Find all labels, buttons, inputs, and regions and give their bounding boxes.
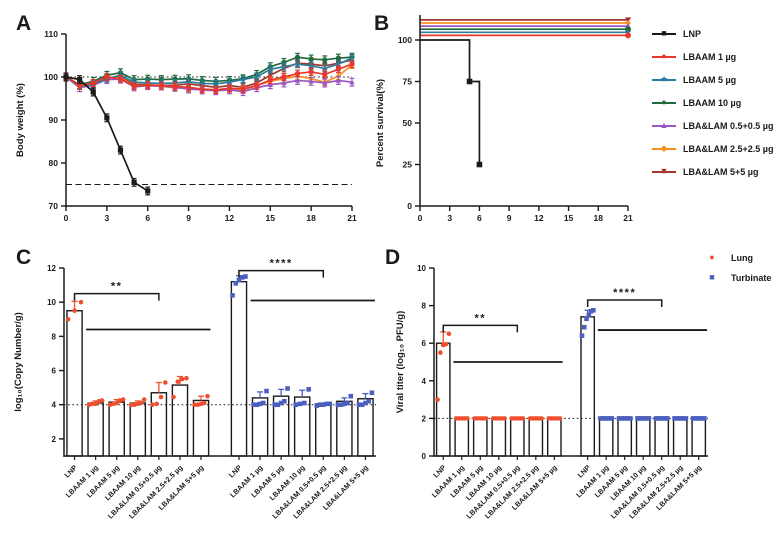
svg-text:100: 100: [44, 72, 58, 82]
svg-text:6: 6: [145, 213, 150, 223]
svg-text:70: 70: [49, 201, 59, 211]
svg-text:90: 90: [49, 115, 59, 125]
svg-text:0: 0: [407, 201, 412, 211]
svg-text:LNP: LNP: [227, 463, 244, 480]
svg-text:Percent survival(%): Percent survival(%): [375, 79, 386, 167]
survival-legend: ■ LNP ● LBAAM 1 µg ★ LBAAM 5 µg ● LBAAM …: [652, 28, 773, 189]
svg-text:log₁₀(Copy Number/g): log₁₀(Copy Number/g): [13, 312, 24, 412]
svg-text:8: 8: [422, 302, 427, 311]
svg-text:9: 9: [507, 213, 512, 223]
panel-d-label: D: [385, 246, 401, 269]
lnp-marker-icon: ■: [652, 28, 676, 39]
legend-item-lbalam-25: ◆ LBA&LAM 2.5+2.5 µg: [652, 143, 773, 154]
legend-item-lbaam-5: ★ LBAAM 5 µg: [652, 74, 773, 85]
legend-item-lnp: ■ LNP: [652, 28, 773, 39]
legend-item-turbinate: ■ Turbinate: [700, 272, 771, 283]
svg-text:21: 21: [347, 213, 357, 223]
svg-text:0: 0: [418, 213, 423, 223]
legend-label: LBAAM 10 µg: [683, 97, 742, 108]
svg-text:6: 6: [52, 367, 57, 376]
svg-text:15: 15: [266, 213, 276, 223]
panel-a-label: A: [16, 12, 32, 35]
svg-text:21: 21: [623, 213, 633, 223]
svg-text:12: 12: [534, 213, 544, 223]
lbaam-5-marker-icon: ★: [652, 74, 676, 85]
svg-text:100: 100: [398, 35, 412, 45]
svg-text:Body weight (%): Body weight (%): [15, 83, 26, 157]
lung-marker-icon: ●: [709, 252, 715, 262]
legend-item-lbalam-05: ▲ LBA&LAM 0.5+0.5 µg: [652, 120, 773, 131]
legend-label: Turbinate: [731, 272, 772, 283]
panel-c-label: C: [16, 246, 32, 269]
svg-text:4: 4: [422, 377, 427, 386]
svg-text:8: 8: [52, 332, 57, 341]
lbaam-10-marker-icon: ●: [652, 97, 676, 108]
panel-b-label: B: [374, 12, 390, 35]
svg-text:10: 10: [417, 264, 426, 273]
legend-label: LBA&LAM 0.5+0.5 µg: [683, 120, 774, 131]
svg-text:9: 9: [186, 213, 191, 223]
legend-item-lbaam-1: ● LBAAM 1 µg: [652, 51, 773, 62]
lbalam-55-marker-icon: ▼: [652, 166, 676, 177]
svg-text:12: 12: [47, 264, 56, 273]
lbaam-1-marker-icon: ●: [652, 51, 676, 62]
svg-text:4: 4: [52, 401, 57, 410]
svg-text:10: 10: [47, 298, 56, 307]
svg-text:****: ****: [613, 287, 636, 299]
svg-text:0: 0: [64, 213, 69, 223]
svg-text:80: 80: [49, 158, 59, 168]
svg-text:15: 15: [564, 213, 574, 223]
svg-text:110: 110: [44, 29, 58, 39]
legend-item-lbaam-10: ● LBAAM 10 µg: [652, 97, 773, 108]
svg-text:3: 3: [104, 213, 109, 223]
svg-text:75: 75: [403, 77, 413, 87]
panel-a-bodyweight-chart: 70 80 90 100 110 0 3 6 9 12 15 18 21 Body weight (%): [15, 29, 357, 223]
turbinate-marker-icon: ■: [709, 272, 715, 282]
legend-item-lung: ● Lung: [700, 252, 771, 263]
svg-text:LNP: LNP: [62, 463, 79, 480]
svg-text:18: 18: [306, 213, 316, 223]
panel-b-survival-chart: 0 25 50 75 100 0 3 6 9 12 15 18 21 Percent survival(%…: [375, 15, 633, 223]
svg-text:50: 50: [403, 118, 413, 128]
legend-label: LBAAM 5 µg: [683, 74, 737, 85]
svg-text:****: ****: [270, 258, 293, 270]
svg-text:2: 2: [422, 414, 427, 423]
svg-text:6: 6: [477, 213, 482, 223]
svg-text:2: 2: [52, 435, 57, 444]
lbalam-25-marker-icon: ◆: [652, 143, 676, 154]
svg-text:**: **: [111, 281, 123, 293]
legend-label: LBA&LAM 2.5+2.5 µg: [683, 143, 774, 154]
legend-item-lbalam-55: ▼ LBA&LAM 5+5 µg: [652, 166, 773, 177]
svg-text:12: 12: [225, 213, 235, 223]
svg-text:Viral titer (log₁₀ PFU/g): Viral titer (log₁₀ PFU/g): [395, 311, 406, 414]
tissue-legend: ● Lung ■ Turbinate: [700, 252, 771, 292]
svg-text:25: 25: [403, 160, 413, 170]
svg-text:18: 18: [594, 213, 604, 223]
legend-label: Lung: [731, 252, 753, 263]
legend-label: LBA&LAM 5+5 µg: [683, 166, 759, 177]
legend-label: LNP: [683, 28, 701, 39]
svg-text:6: 6: [422, 339, 427, 348]
lbalam-05-marker-icon: ▲: [652, 120, 676, 131]
svg-text:**: **: [475, 312, 487, 324]
svg-text:0: 0: [422, 452, 427, 461]
svg-text:3: 3: [447, 213, 452, 223]
legend-label: LBAAM 1 µg: [683, 51, 737, 62]
